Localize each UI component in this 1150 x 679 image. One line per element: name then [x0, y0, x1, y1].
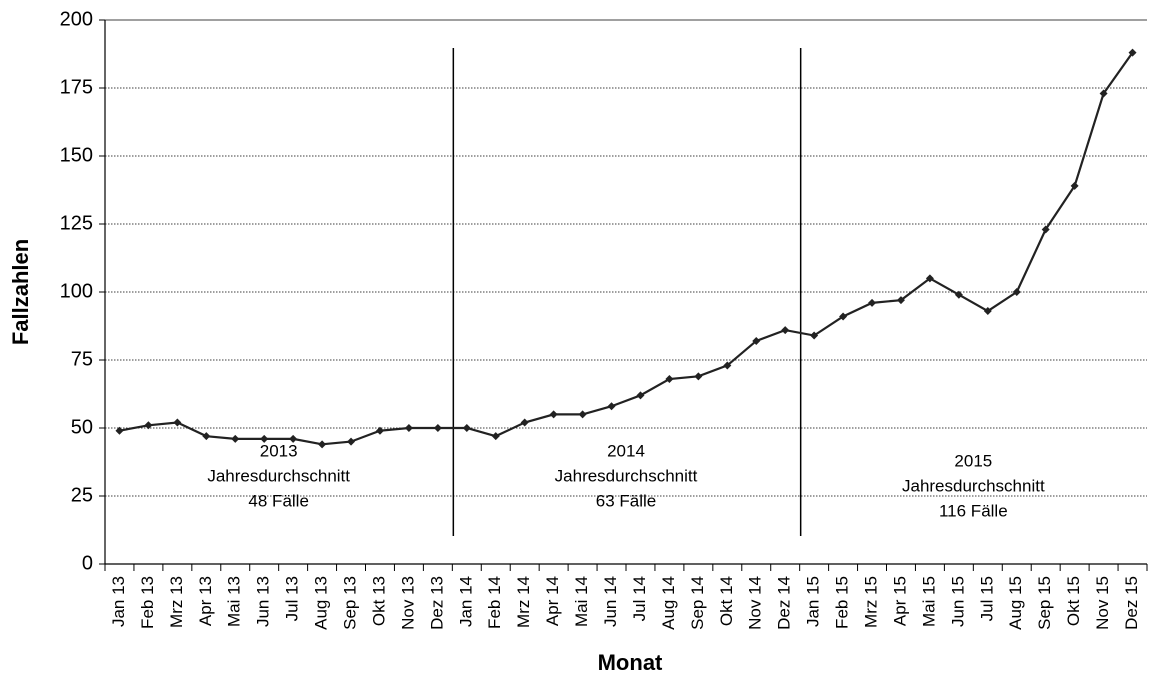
data-marker — [260, 434, 269, 443]
data-marker — [289, 434, 298, 443]
x-tick-label: Feb 13 — [138, 576, 157, 629]
data-marker — [665, 375, 674, 384]
x-tick-label: Jan 15 — [804, 576, 823, 627]
data-marker — [781, 326, 790, 335]
y-axis-title: Fallzahlen — [8, 239, 33, 345]
data-marker — [636, 391, 645, 400]
x-tick-label: Sep 14 — [688, 576, 707, 630]
data-marker — [983, 307, 992, 316]
x-tick-label: Nov 15 — [1093, 576, 1112, 630]
x-tick-label: Aug 14 — [659, 576, 678, 630]
x-tick-label: Feb 14 — [485, 576, 504, 629]
x-tick-label: Dez 15 — [1122, 576, 1141, 630]
data-marker — [1070, 181, 1079, 190]
data-marker — [462, 424, 471, 432]
data-marker — [868, 298, 877, 307]
x-tick-label: Nov 13 — [398, 576, 417, 630]
x-tick-label: Sep 13 — [341, 576, 360, 630]
x-tick-label: Jan 13 — [109, 576, 128, 627]
y-tick-label: 175 — [60, 76, 93, 98]
data-marker — [404, 424, 413, 432]
x-tick-label: Apr 13 — [196, 576, 215, 626]
annotation: Jahresdurchschnitt — [902, 476, 1045, 495]
x-tick-label: Mai 13 — [225, 576, 244, 627]
data-marker — [839, 312, 848, 321]
data-marker — [144, 421, 153, 430]
x-tick-label: Mrz 13 — [167, 576, 186, 628]
x-tick-label: Jun 14 — [601, 576, 620, 627]
x-tick-label: Mai 14 — [572, 576, 591, 627]
y-tick-label: 50 — [71, 416, 93, 438]
annotation: Jahresdurchschnitt — [207, 466, 350, 485]
y-tick-label: 100 — [60, 280, 93, 302]
data-marker — [173, 418, 182, 427]
x-tick-label: Jun 13 — [254, 576, 273, 627]
data-marker — [723, 361, 732, 370]
x-tick-label: Aug 15 — [1006, 576, 1025, 630]
x-tick-label: Okt 15 — [1064, 576, 1083, 626]
data-marker — [607, 402, 616, 411]
annotation: 2014 — [607, 441, 645, 460]
y-tick-label: 200 — [60, 8, 93, 30]
y-tick-label: 150 — [60, 144, 93, 166]
data-marker — [433, 424, 442, 432]
data-line — [119, 52, 1134, 446]
data-marker — [954, 290, 963, 299]
data-marker — [549, 410, 558, 419]
x-tick-label: Jul 15 — [977, 576, 996, 621]
x-tick-label: Dez 14 — [775, 576, 794, 630]
x-tick-label: Apr 14 — [543, 576, 562, 626]
x-tick-label: Jan 14 — [456, 576, 475, 627]
y-tick-label: 25 — [71, 484, 93, 506]
x-tick-label: Jul 13 — [283, 576, 302, 621]
data-marker — [347, 437, 356, 446]
data-marker — [1041, 225, 1050, 234]
data-marker — [375, 426, 384, 435]
x-tick-label: Sep 15 — [1035, 576, 1054, 630]
annotation: 63 Fälle — [596, 491, 656, 510]
x-tick-label: Okt 14 — [717, 576, 736, 626]
data-marker — [896, 296, 905, 305]
data-marker — [1128, 48, 1137, 57]
x-tick-label: Apr 15 — [890, 576, 909, 626]
y-tick-label: 75 — [71, 348, 93, 370]
data-marker — [1099, 89, 1108, 98]
data-marker — [578, 410, 587, 419]
x-tick-label: Dez 13 — [427, 576, 446, 630]
data-marker — [520, 418, 529, 427]
x-tick-label: Mai 15 — [919, 576, 938, 627]
x-tick-label: Aug 13 — [312, 576, 331, 630]
x-tick-label: Okt 13 — [369, 576, 388, 626]
y-tick-label: 125 — [60, 212, 93, 234]
x-tick-label: Jul 14 — [630, 576, 649, 621]
data-marker — [231, 434, 240, 443]
data-marker — [694, 372, 703, 381]
data-marker — [202, 432, 211, 441]
data-marker — [491, 432, 500, 441]
x-tick-label: Nov 14 — [746, 576, 765, 630]
annotation: 2015 — [954, 451, 992, 470]
data-marker — [318, 440, 327, 449]
data-marker — [752, 336, 761, 345]
annotation: Jahresdurchschnitt — [555, 466, 698, 485]
annotation: 2013 — [260, 441, 298, 460]
data-marker — [925, 274, 934, 283]
data-marker — [1012, 288, 1021, 296]
annotation: 116 Fälle — [939, 501, 1008, 520]
data-marker — [810, 331, 819, 340]
x-axis-title: Monat — [598, 650, 663, 675]
x-tick-label: Mrz 15 — [862, 576, 881, 628]
y-tick-label: 0 — [82, 552, 93, 574]
x-tick-label: Mrz 14 — [514, 576, 533, 628]
x-tick-label: Feb 15 — [833, 576, 852, 629]
annotation: 48 Fälle — [248, 491, 308, 510]
data-marker — [115, 426, 124, 435]
x-tick-label: Jun 15 — [948, 576, 967, 627]
